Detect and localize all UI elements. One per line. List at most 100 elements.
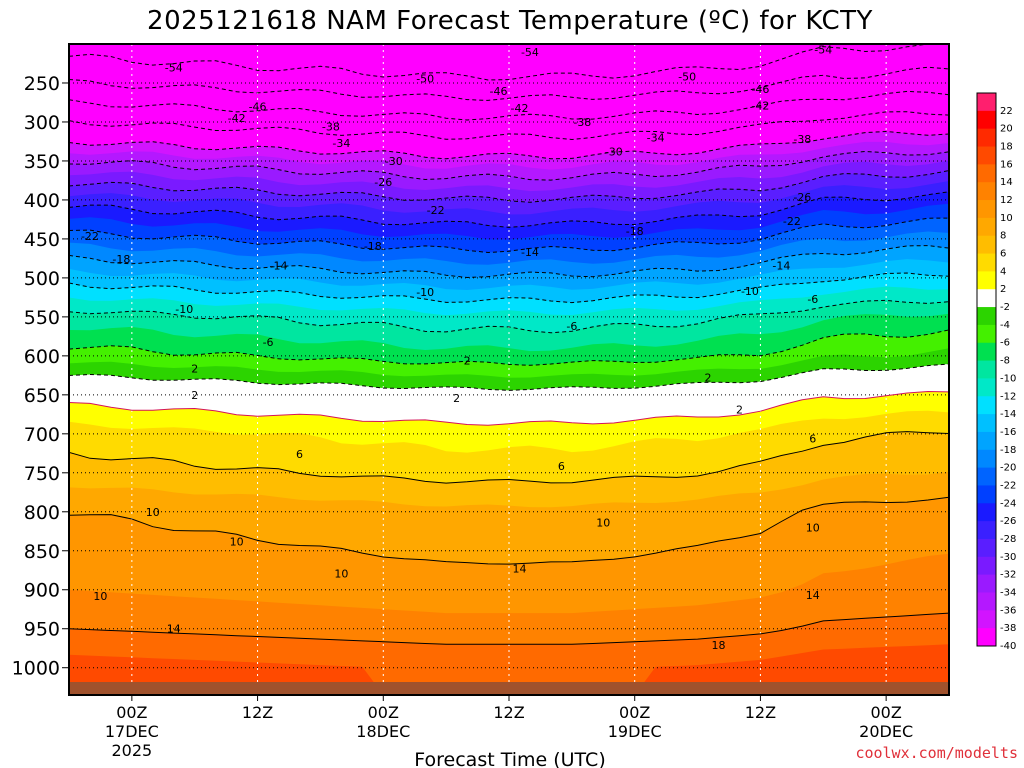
contour-label-text: -54 (814, 43, 832, 56)
colorbar-label: -4 (1000, 320, 1010, 331)
y-tick-label: 400 (24, 190, 60, 212)
contour-label-text: -50 (678, 71, 696, 84)
y-tick-label: 650 (24, 385, 60, 407)
colorbar-label: 16 (1000, 159, 1013, 170)
colorbar-label: -14 (1000, 409, 1016, 420)
colorbar-label: -20 (1000, 463, 1016, 474)
colorbar-label: -10 (1000, 373, 1016, 384)
contour-label-text: -34 (332, 137, 350, 150)
contour-label: 2 (736, 404, 743, 417)
contour-label: -42 (510, 102, 528, 115)
colorbar-label: -8 (1000, 356, 1010, 367)
isotherm-line (69, 66, 949, 101)
contour-label: 6 (809, 432, 816, 445)
isotherm-line (69, 191, 949, 228)
colorbar-legend: 22 20 18 16 14 12 10 8 6 4 2 -2 -4 -6 -8 -10 -12 -14 -16 -1… (976, 92, 1016, 652)
colorbar-swatch (977, 253, 996, 272)
colorbar-frame (976, 92, 997, 647)
colorbar-swatch (977, 610, 996, 629)
contour-label-text: -30 (605, 146, 623, 159)
contour-label: 2 (453, 392, 460, 405)
contour-label-text: 18 (712, 639, 726, 652)
contour-label-text: 2 (453, 392, 460, 405)
contour-label: -54 (165, 61, 183, 74)
contour-label-text: -14 (270, 259, 288, 272)
contour-label: -38 (322, 121, 340, 134)
y-tick-label: 800 (24, 502, 60, 524)
contour-label: -6 (807, 293, 818, 306)
contour-label-text: 10 (334, 567, 348, 580)
colorbar-swatch (977, 414, 996, 433)
colorbar-label: 20 (1000, 124, 1013, 135)
grid-lines (69, 44, 949, 695)
colorbar-label: -38 (1000, 623, 1016, 634)
contour-label: 2 (191, 362, 198, 375)
x-tick-label: 00Z (619, 703, 650, 722)
contour-label: -14 (772, 259, 790, 272)
y-tick-label: 750 (24, 463, 60, 485)
contour-label-text: -42 (751, 100, 769, 113)
isotherm-line (69, 390, 949, 426)
isotherm-line (69, 217, 949, 254)
colorbar-swatch (977, 556, 996, 576)
colorbar-label: -34 (1000, 587, 1016, 598)
contour-label-text: 2 (705, 372, 712, 385)
contour-label: 10 (146, 506, 160, 519)
contour-label: 10 (334, 567, 348, 580)
y-tick-label: 300 (24, 112, 60, 134)
colorbar-label: -16 (1000, 427, 1016, 438)
contour-label: -14 (270, 259, 288, 272)
contour-label: -18 (626, 225, 644, 238)
colorbar-swatch (977, 467, 996, 486)
contour-label-text: 10 (596, 517, 610, 530)
colorbar-label: 6 (1000, 249, 1006, 260)
colorbar-label: -12 (1000, 391, 1016, 402)
contour-label-text: -34 (647, 132, 665, 145)
contour-label-text: -22 (81, 230, 99, 243)
contour-label-text: 14 (512, 563, 526, 576)
x-tick-label: 2025 (111, 741, 152, 760)
contour-label: -10 (741, 285, 759, 298)
colorbar-swatch (977, 503, 996, 522)
x-tick-label: 20DEC (859, 722, 913, 741)
y-axis: 250 300 350 400 450 500 550 600 650 700 750 800 850 9… (12, 73, 69, 680)
contour-label: -46 (249, 100, 267, 113)
x-tick-label: 00Z (368, 703, 399, 722)
isotherm-line (69, 363, 949, 391)
y-tick-label: 550 (24, 307, 60, 329)
colorbar-swatch (977, 289, 996, 308)
y-tick-label: 450 (24, 229, 60, 251)
temperature-fill-bands (69, 121, 949, 695)
y-tick-label: 700 (24, 424, 60, 446)
contour-label: -6 (263, 336, 274, 349)
x-tick-label: 19DEC (608, 722, 662, 741)
isotherm-line (69, 496, 949, 565)
isotherm-line (69, 170, 949, 203)
isotherm-line (69, 44, 949, 81)
credit-text[interactable]: coolwx.com/modelts (855, 744, 1018, 762)
x-tick-label: 12Z (493, 703, 524, 722)
contour-label-text: -46 (249, 100, 267, 113)
contour-label-text: 10 (806, 521, 820, 534)
contour-label-text: -22 (783, 215, 801, 228)
colorbar-swatch (977, 182, 996, 201)
contour-label: -10 (416, 286, 434, 299)
contour-label: -30 (385, 155, 403, 168)
colorbar-swatch (977, 360, 996, 379)
colorbar-label: 2 (1000, 284, 1006, 295)
contour-label: -54 (521, 46, 539, 59)
contour-label: 10 (596, 517, 610, 530)
contour-label: -6 (566, 320, 577, 333)
contour-label: -54 (814, 43, 832, 56)
isotherm-line (69, 272, 949, 304)
contour-label: 2 (191, 389, 198, 402)
contour-label-text: -10 (175, 303, 193, 316)
contour-plot-area: -54-54 -54-50 -50-46 -46-46 -42 -42-42-38 -38-… (69, 43, 949, 695)
colorbar-label: 18 (1000, 142, 1013, 153)
contour-label-text: 14 (806, 589, 820, 602)
colorbar-swatch (977, 146, 996, 165)
contour-label: -50 (416, 72, 434, 85)
y-tick-label: 850 (24, 541, 60, 563)
contour-label-text: -18 (626, 225, 644, 238)
